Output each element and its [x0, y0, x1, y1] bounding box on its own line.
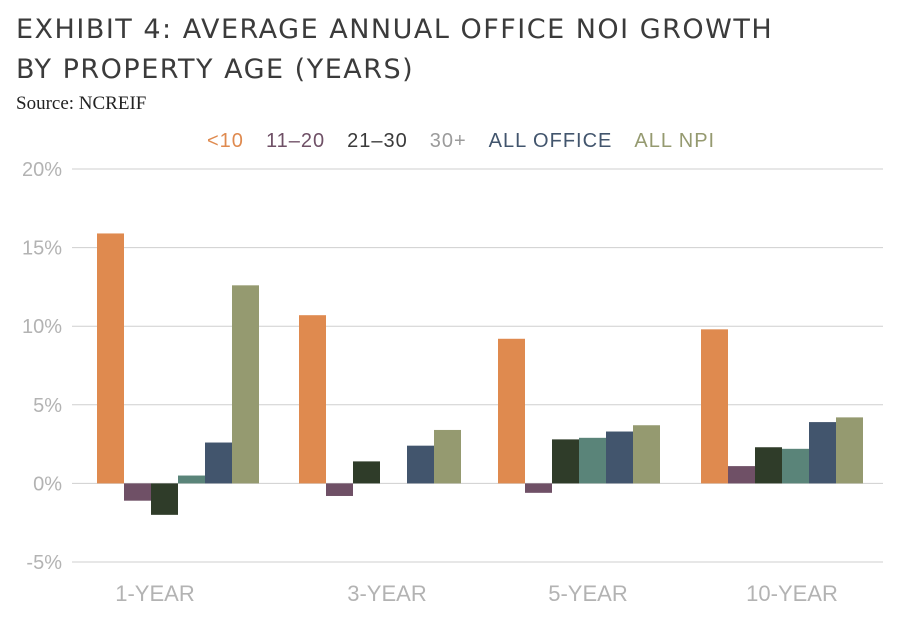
x-category-label: 10-YEAR — [746, 581, 838, 606]
bar — [232, 285, 259, 484]
bar — [606, 431, 633, 484]
bar — [151, 483, 178, 515]
bar — [552, 439, 579, 484]
bar — [755, 447, 782, 484]
bar — [326, 483, 353, 496]
legend-item-all-npi: ALL NPI — [634, 130, 716, 152]
x-axis: 1-YEAR 3-YEAR 5-YEAR 10-YEAR — [115, 581, 838, 606]
title-line-2: BY PROPERTY AGE (YEARS) — [16, 54, 415, 85]
bar — [205, 442, 232, 484]
y-tick-label: 10% — [22, 316, 62, 338]
chart-title: EXHIBIT 4: AVERAGE ANNUAL OFFICE NOI GRO… — [16, 10, 886, 90]
y-tick-label: 15% — [22, 238, 62, 260]
bar — [836, 417, 863, 484]
bar — [178, 475, 205, 484]
title-line-1: EXHIBIT 4: AVERAGE ANNUAL OFFICE NOI GRO… — [16, 14, 774, 45]
bar — [97, 233, 124, 484]
gridlines — [72, 168, 883, 563]
source-note: Source: NCREIF — [16, 93, 147, 114]
y-axis: 20% 15% 10% 5% 0% -5% — [22, 159, 62, 574]
bar — [353, 461, 380, 484]
x-category-label: 3-YEAR — [347, 581, 426, 606]
bar-series — [97, 233, 863, 515]
y-tick-label: -5% — [26, 552, 62, 574]
bar — [299, 315, 326, 484]
y-tick-label: 5% — [33, 395, 62, 417]
bar — [434, 429, 461, 484]
legend-item-30-plus: 30+ — [429, 130, 467, 152]
legend-item-all-office: ALL OFFICE — [488, 130, 613, 152]
bar — [407, 445, 434, 484]
legend-item-21-30: 21–30 — [347, 130, 408, 152]
bar — [579, 437, 606, 484]
bar — [782, 448, 809, 484]
x-category-label: 5-YEAR — [548, 581, 627, 606]
bar — [498, 338, 525, 484]
bar — [633, 425, 660, 484]
bar — [525, 483, 552, 493]
legend-item-under-10: <10 — [207, 130, 244, 152]
y-tick-label: 20% — [22, 159, 62, 181]
bar — [728, 466, 755, 484]
y-tick-label: 0% — [33, 473, 62, 495]
x-category-label: 1-YEAR — [115, 581, 194, 606]
chart-legend: <10 11–20 21–30 30+ ALL OFFICE ALL NPI — [207, 126, 715, 156]
bar — [701, 329, 728, 484]
bar — [124, 483, 151, 501]
legend-item-11-20: 11–20 — [265, 130, 326, 152]
bar — [809, 422, 836, 484]
